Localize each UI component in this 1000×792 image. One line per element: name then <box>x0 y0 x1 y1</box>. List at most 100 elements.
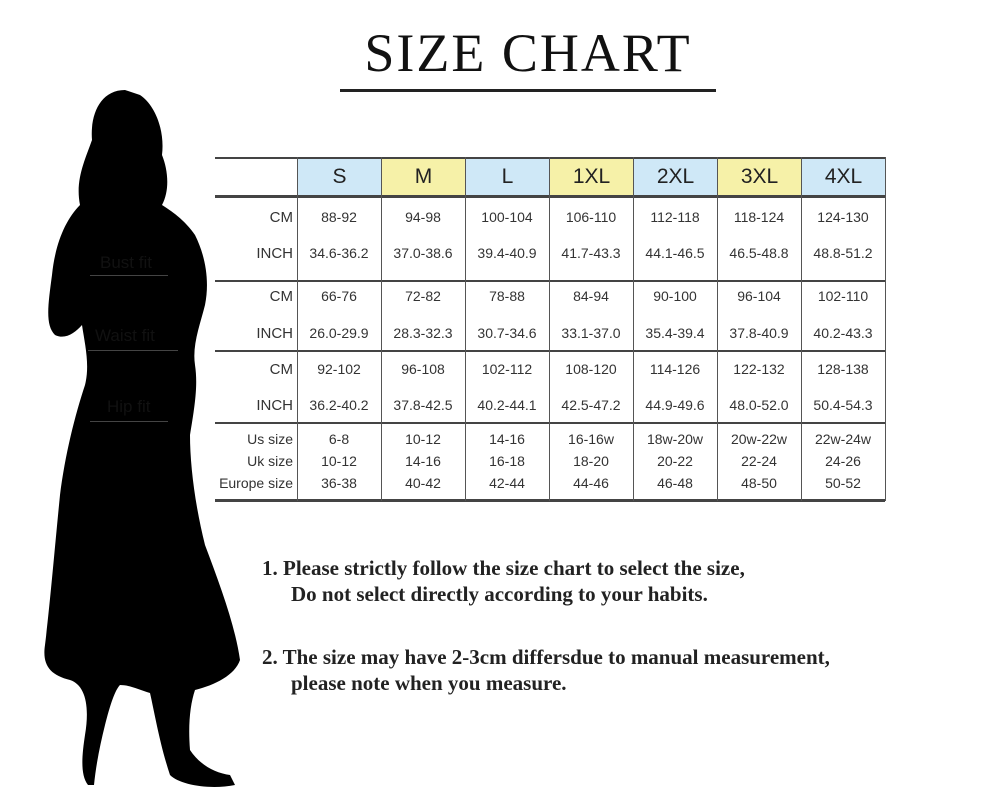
table-cell: 114-126 <box>649 361 701 377</box>
size-header-2xl: 2XL <box>634 159 717 195</box>
table-cell: 48-50 <box>741 475 777 491</box>
table-cell: 102-112 <box>481 361 533 377</box>
table-cell: 20w-22w <box>730 431 788 447</box>
table-cell: 36.2-40.2 <box>309 397 369 413</box>
table-cell: 6-8 <box>328 431 350 447</box>
table-cell: 108-120 <box>565 361 617 377</box>
table-cell: 88-92 <box>321 209 357 225</box>
size-header-m: M <box>382 159 465 195</box>
table-cell: 48.0-52.0 <box>729 397 789 413</box>
table-column-rule <box>885 157 886 501</box>
table-column-rule <box>549 157 550 501</box>
row-label: Us size <box>247 431 293 447</box>
row-label: INCH <box>256 245 293 262</box>
table-cell: 92-102 <box>317 361 361 377</box>
table-column-rule <box>381 157 382 501</box>
table-cell: 41.7-43.3 <box>561 245 621 261</box>
size-table: S M L 1XL 2XL 3XL 4XL CM 88-92 94-98 100-104 106-11… <box>215 157 886 502</box>
table-cell: 10-12 <box>321 453 357 469</box>
table-cell: 37.0-38.6 <box>393 245 453 261</box>
table-column-rule <box>801 157 802 501</box>
table-cell: 84-94 <box>573 288 609 304</box>
table-rule <box>215 350 885 352</box>
page-title: SIZE CHART <box>364 23 692 83</box>
bust-fit-label: Bust fit <box>100 253 152 272</box>
table-cell: 66-76 <box>321 288 357 304</box>
table-cell: 40-42 <box>405 475 441 491</box>
table-rule <box>215 157 885 159</box>
waist-fit-label: Waist fit <box>95 326 155 345</box>
table-cell: 30.7-34.6 <box>477 325 537 341</box>
note-2-line-2: please note when you measure. <box>291 671 567 695</box>
size-header-1xl: 1XL <box>550 159 633 195</box>
table-rule <box>215 422 885 424</box>
table-column-rule <box>633 157 634 501</box>
table-cell: 96-108 <box>401 361 445 377</box>
table-cell: 16-18 <box>489 453 525 469</box>
table-cell: 34.6-36.2 <box>309 245 369 261</box>
title-underline <box>340 89 716 92</box>
table-cell: 44.9-49.6 <box>645 397 705 413</box>
table-cell: 124-130 <box>817 209 869 225</box>
table-cell: 42-44 <box>489 475 525 491</box>
table-cell: 44-46 <box>573 475 609 491</box>
table-column-rule <box>465 157 466 501</box>
size-header-4xl: 4XL <box>802 159 885 195</box>
table-cell: 26.0-29.9 <box>309 325 369 341</box>
table-cell: 33.1-37.0 <box>561 325 621 341</box>
row-label: Uk size <box>247 453 293 469</box>
waist-fit-line <box>88 350 178 351</box>
hip-fit-line <box>90 421 168 422</box>
table-cell: 39.4-40.9 <box>477 245 537 261</box>
table-cell: 42.5-47.2 <box>561 397 621 413</box>
row-label: Europe size <box>219 475 293 491</box>
table-cell: 78-88 <box>489 288 525 304</box>
table-rule <box>215 499 885 502</box>
note-1-line-1: 1. Please strictly follow the size chart… <box>262 556 745 580</box>
table-cell: 46.5-48.8 <box>729 245 789 261</box>
table-cell: 94-98 <box>405 209 441 225</box>
table-cell: 50.4-54.3 <box>813 397 873 413</box>
table-cell: 16-16w <box>568 431 614 447</box>
table-cell: 122-132 <box>733 361 785 377</box>
table-cell: 22-24 <box>741 453 777 469</box>
table-cell: 40.2-43.3 <box>813 325 873 341</box>
table-cell: 28.3-32.3 <box>393 325 453 341</box>
table-cell: 112-118 <box>650 209 700 225</box>
table-cell: 37.8-42.5 <box>393 397 453 413</box>
table-cell: 20-22 <box>657 453 693 469</box>
table-cell: 50-52 <box>825 475 861 491</box>
table-cell: 36-38 <box>321 475 357 491</box>
hip-fit-label: Hip fit <box>107 397 151 416</box>
note-1-line-2: Do not select directly according to your… <box>291 582 708 606</box>
table-rule <box>215 280 885 282</box>
table-cell: 24-26 <box>825 453 861 469</box>
table-cell: 106-110 <box>565 209 617 225</box>
table-cell: 18w-20w <box>646 431 704 447</box>
size-header-l: L <box>466 159 549 195</box>
note-2-line-1: 2. The size may have 2-3cm differsdue to… <box>262 645 830 669</box>
table-cell: 72-82 <box>405 288 441 304</box>
size-header-s: S <box>298 159 381 195</box>
table-cell: 102-110 <box>817 288 869 304</box>
table-cell: 128-138 <box>817 361 869 377</box>
table-cell: 40.2-44.1 <box>477 397 537 413</box>
table-column-rule <box>297 157 298 501</box>
table-cell: 14-16 <box>405 453 441 469</box>
table-cell: 22w-24w <box>814 431 872 447</box>
woman-silhouette-icon <box>44 90 240 787</box>
row-label: INCH <box>256 325 293 342</box>
row-label: CM <box>269 209 293 226</box>
table-cell: 118-124 <box>733 209 785 225</box>
table-cell: 46-48 <box>657 475 693 491</box>
table-cell: 90-100 <box>653 288 697 304</box>
row-label: CM <box>269 361 293 378</box>
table-cell: 14-16 <box>489 431 525 447</box>
table-cell: 35.4-39.4 <box>645 325 705 341</box>
row-label: CM <box>269 288 293 305</box>
table-rule <box>215 195 885 198</box>
table-cell: 44.1-46.5 <box>645 245 705 261</box>
table-cell: 10-12 <box>405 431 441 447</box>
table-cell: 100-104 <box>481 209 533 225</box>
